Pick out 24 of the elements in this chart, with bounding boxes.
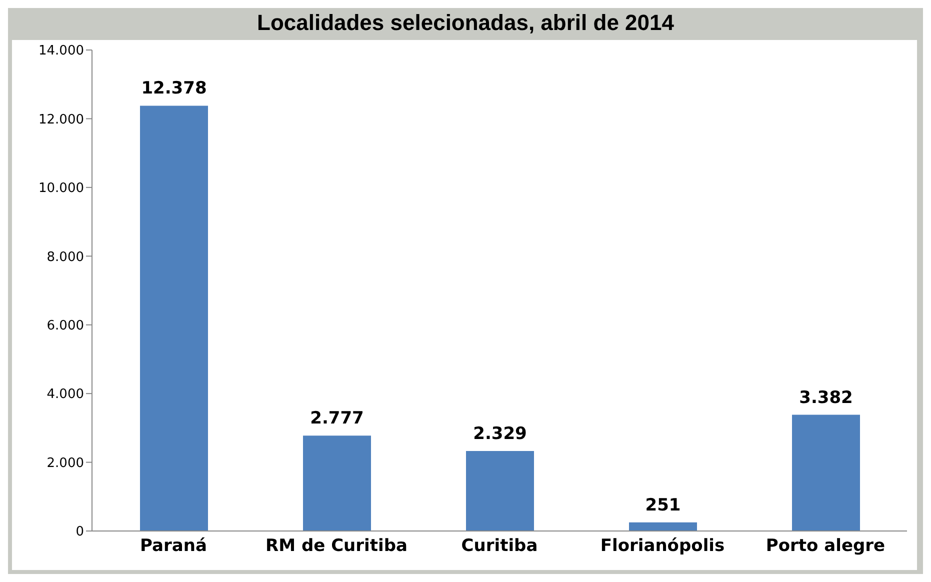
bar bbox=[303, 436, 371, 531]
x-tick-label: Porto alegre bbox=[766, 536, 886, 556]
y-tick-label: 4.000 bbox=[46, 387, 84, 402]
chart-title: Localidades selecionadas, abril de 2014 bbox=[256, 10, 675, 36]
data-label: 2.329 bbox=[473, 424, 527, 444]
y-tick-label: 12.000 bbox=[38, 112, 84, 128]
bar bbox=[140, 106, 208, 531]
x-tick-label: Florianópolis bbox=[600, 536, 725, 556]
bar bbox=[629, 522, 697, 531]
data-label: 12.378 bbox=[141, 78, 207, 99]
y-tick-label: 10.000 bbox=[38, 181, 84, 196]
y-tick-label: 8.000 bbox=[46, 250, 84, 265]
y-tick-label: 6.000 bbox=[46, 318, 84, 334]
y-tick-label: 0 bbox=[76, 524, 84, 540]
x-tick-label: RM de Curitiba bbox=[266, 536, 408, 556]
x-tick-label: Paraná bbox=[140, 536, 207, 556]
data-label: 251 bbox=[645, 495, 681, 516]
y-tick-label: 2.000 bbox=[46, 456, 84, 471]
x-tick-label: Curitiba bbox=[461, 536, 538, 556]
data-label: 2.777 bbox=[310, 408, 364, 429]
y-tick-label: 14.000 bbox=[38, 44, 84, 59]
data-label: 3.382 bbox=[799, 388, 853, 408]
bar bbox=[792, 414, 860, 531]
bar bbox=[466, 450, 534, 531]
